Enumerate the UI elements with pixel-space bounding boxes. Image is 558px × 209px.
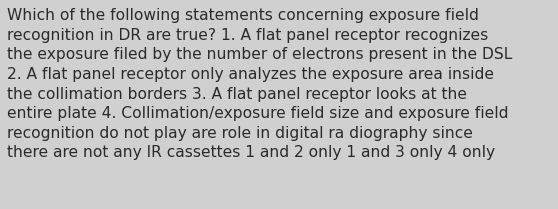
- Text: Which of the following statements concerning exposure field
recognition in DR ar: Which of the following statements concer…: [7, 8, 512, 160]
